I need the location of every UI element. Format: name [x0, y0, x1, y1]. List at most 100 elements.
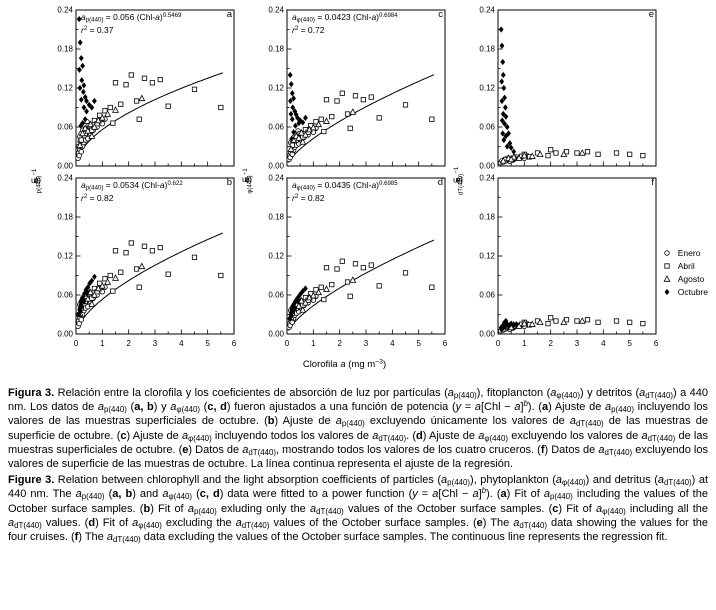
svg-text:5: 5 — [205, 339, 210, 348]
fit-line — [76, 72, 224, 160]
panel-d-plot: 0 1 2 3 4 5 6 0.00 0.06 0.12 0.18 0.24 — [268, 174, 448, 349]
panel-letter: a — [226, 9, 232, 20]
y-axis-label-col2: a φ(440) (m −1) — [241, 168, 254, 194]
r-squared: r2 = 0.37 — [81, 25, 114, 36]
svg-text:2: 2 — [126, 339, 131, 348]
fit-line — [76, 232, 224, 329]
y-axis-label-col3: a dT(440) (m −1) — [452, 166, 465, 196]
svg-text:0.12: 0.12 — [268, 84, 284, 93]
svg-text:0.06: 0.06 — [479, 123, 495, 132]
plot-frame — [497, 177, 657, 335]
svg-text:0.06: 0.06 — [479, 291, 495, 300]
legend-item-enero: Enero — [661, 248, 708, 258]
panel-f-plot: 0 1 2 3 4 5 6 0.00 0.06 0.12 0.18 0.24 — [479, 174, 659, 349]
svg-text:3: 3 — [575, 339, 580, 348]
svg-text:0.00: 0.00 — [268, 162, 284, 171]
triangle-marker-icon — [663, 275, 671, 282]
series-octubre — [498, 26, 517, 155]
panel-letter: e — [648, 9, 654, 20]
svg-text:0.24: 0.24 — [479, 6, 495, 15]
fit-equation: ap(440) = 0.056 (Chl-a)0.5469 r2 = 0.37 — [81, 11, 181, 37]
panel-e-plot: 0.00 0.06 0.12 0.18 0.24 — [479, 6, 657, 171]
svg-text:0.12: 0.12 — [57, 84, 73, 93]
panel-letter: b — [226, 177, 232, 188]
svg-text:5: 5 — [416, 339, 421, 348]
svg-text:2: 2 — [548, 339, 553, 348]
svg-text:0.06: 0.06 — [268, 123, 284, 132]
svg-text:1: 1 — [522, 339, 527, 348]
figure-3: a p(440) (m −1) a φ(440) (m −1) a dT(440) (m −1)… — [28, 4, 716, 371]
panel-letter: d — [437, 177, 443, 188]
circle-marker-icon — [664, 250, 670, 256]
legend-label: Agosto — [677, 274, 705, 284]
svg-text:4: 4 — [179, 339, 184, 348]
legend-item-abril: Abril — [661, 261, 708, 271]
fit-equation: aφ(440) = 0.0423 (Chl-a)0.6984 r2 = 0.72 — [292, 11, 398, 37]
svg-text:0: 0 — [496, 339, 501, 348]
svg-text:0.24: 0.24 — [268, 174, 284, 183]
square-marker-icon — [664, 263, 670, 269]
svg-text:3: 3 — [364, 339, 369, 348]
svg-text:0.24: 0.24 — [57, 174, 73, 183]
svg-text:6: 6 — [443, 339, 448, 348]
svg-text:0.18: 0.18 — [57, 213, 73, 222]
r-squared: r2 = 0.72 — [292, 25, 325, 36]
panels-grid: a p(440) (m −1) a φ(440) (m −1) a dT(440) (m −1)… — [28, 4, 716, 358]
legend-label: Octubre — [677, 287, 708, 297]
legend-label: Enero — [677, 248, 701, 258]
svg-text:4: 4 — [601, 339, 606, 348]
svg-text:0.18: 0.18 — [479, 45, 495, 54]
svg-text:0.18: 0.18 — [57, 45, 73, 54]
r-squared: r2 = 0.82 — [81, 193, 114, 204]
x-axis-title: Clorofila a (mg m−3) — [302, 358, 387, 370]
svg-text:0.18: 0.18 — [268, 45, 284, 54]
svg-text:0.06: 0.06 — [57, 291, 73, 300]
svg-text:0.24: 0.24 — [57, 6, 73, 15]
svg-text:0.12: 0.12 — [57, 252, 73, 261]
panel-b-plot: 0 1 2 3 4 5 6 0.00 0.06 0.12 0.18 0.24 — [57, 174, 237, 349]
series-agosto — [287, 108, 357, 152]
fit-equation: ap(440) = 0.0534 (Chl-a)0.622 r2 = 0.82 — [81, 179, 183, 205]
svg-text:2: 2 — [337, 339, 342, 348]
fit-equation: aφ(440) = 0.0435 (Chl-a)0.6985 r2 = 0.82 — [292, 179, 398, 205]
series-agosto — [499, 149, 586, 164]
svg-text:3: 3 — [153, 339, 158, 348]
svg-text:0.06: 0.06 — [268, 291, 284, 300]
figure-caption: Figura 3. Relación entre la clorofila y … — [8, 386, 708, 544]
svg-text:0: 0 — [285, 339, 290, 348]
diamond-marker-icon — [664, 288, 670, 296]
series-octubre — [498, 317, 519, 332]
legend-item-octubre: Octubre — [661, 287, 708, 297]
svg-text:1: 1 — [311, 339, 316, 348]
svg-text:0.12: 0.12 — [268, 252, 284, 261]
svg-text:0.18: 0.18 — [268, 213, 284, 222]
svg-text:0.00: 0.00 — [479, 162, 495, 171]
panel-c-plot: 0.00 0.06 0.12 0.18 0.24 — [268, 6, 446, 171]
svg-text:6: 6 — [232, 339, 237, 348]
panel-f: 0 1 2 3 4 5 6 0.00 0.06 0.12 0.18 0.24 f — [465, 172, 661, 358]
svg-text:0.24: 0.24 — [479, 174, 495, 183]
plot-frame — [497, 9, 657, 167]
svg-text:4: 4 — [390, 339, 395, 348]
panel-d: 0 1 2 3 4 5 6 0.00 0.06 0.12 0.18 0.24 aφ(440) = 0.0… — [254, 172, 450, 358]
fit-line — [287, 74, 435, 163]
panel-letter: f — [651, 177, 654, 188]
panel-letter: c — [438, 9, 443, 20]
svg-text:5: 5 — [627, 339, 632, 348]
svg-text:6: 6 — [654, 339, 659, 348]
series-octubre — [287, 285, 308, 322]
series-agosto — [76, 94, 146, 148]
panel-a-plot: 0.00 0.06 0.12 0.18 0.24 — [57, 6, 235, 171]
panel-b: 0 1 2 3 4 5 6 0.00 0.06 0.12 0.18 0.24 ap(440) = 0.0… — [43, 172, 239, 358]
svg-text:0.00: 0.00 — [479, 330, 495, 339]
svg-text:0: 0 — [74, 339, 79, 348]
r-squared: r2 = 0.82 — [292, 193, 325, 204]
legend-label: Abril — [677, 261, 695, 271]
svg-text:1: 1 — [100, 339, 105, 348]
svg-text:0.00: 0.00 — [268, 330, 284, 339]
series-abril — [78, 72, 224, 143]
fit-line — [287, 239, 435, 331]
panel-e: 0.00 0.06 0.12 0.18 0.24 e — [465, 4, 661, 172]
legend-item-agosto: Agosto — [661, 274, 708, 284]
